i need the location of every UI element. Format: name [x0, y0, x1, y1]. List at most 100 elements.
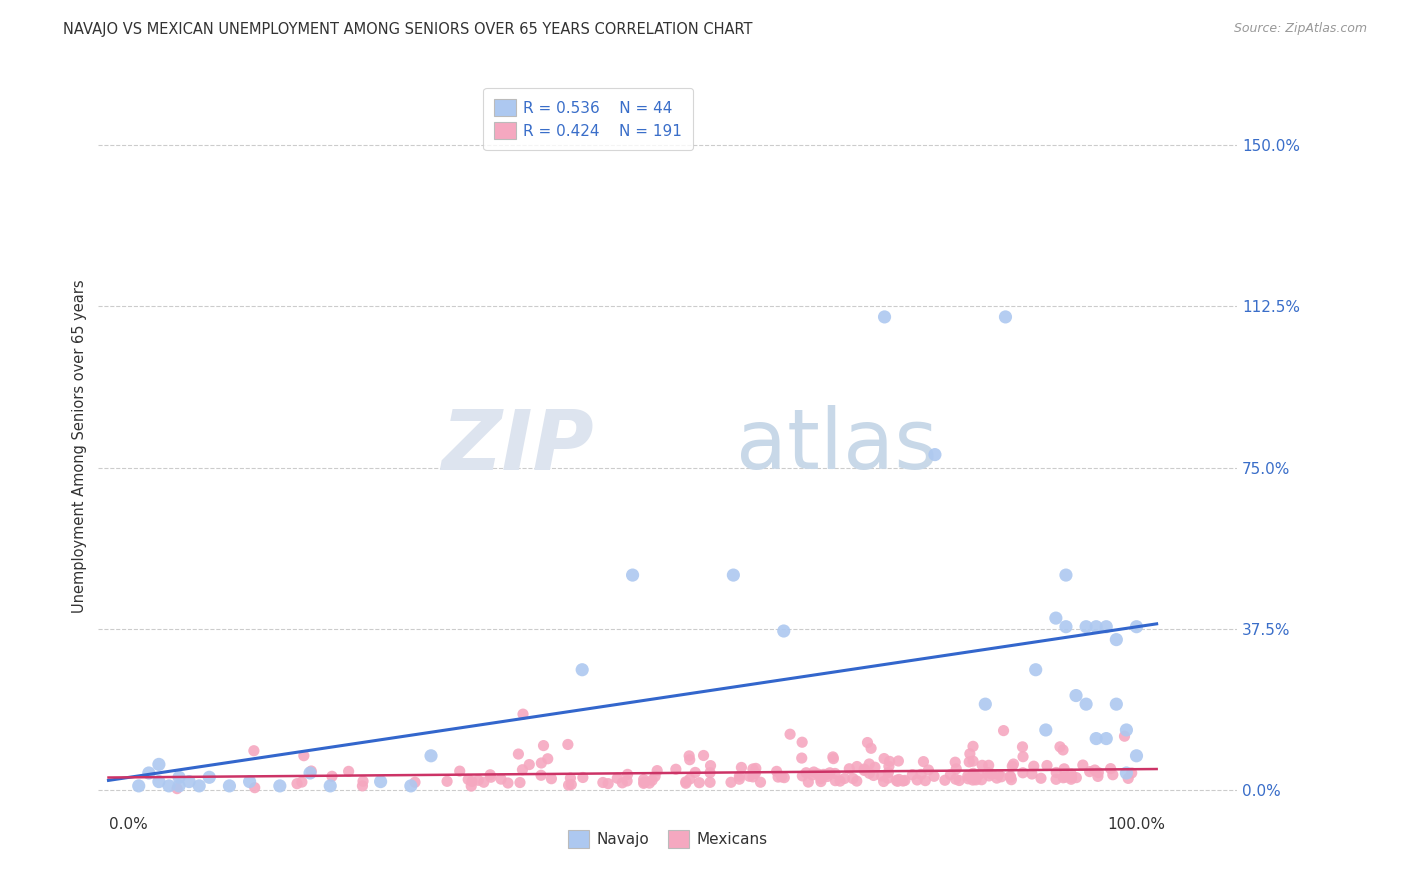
Point — [243, 780, 266, 795]
Point — [877, 759, 900, 773]
Point — [962, 754, 984, 768]
Point — [292, 748, 315, 763]
Point — [770, 770, 793, 784]
Point — [679, 772, 702, 786]
Point — [370, 774, 392, 789]
Point — [792, 769, 814, 783]
Point — [1001, 759, 1024, 773]
Point — [862, 768, 884, 782]
Point — [957, 772, 980, 786]
Point — [967, 767, 990, 781]
Point — [1105, 632, 1128, 647]
Point — [148, 774, 170, 789]
Point — [557, 778, 579, 792]
Point — [924, 448, 946, 462]
Point — [945, 772, 967, 787]
Point — [1105, 697, 1128, 711]
Point — [461, 774, 484, 789]
Point — [845, 774, 868, 789]
Point — [886, 774, 908, 789]
Point — [436, 774, 458, 789]
Point — [517, 757, 540, 772]
Point — [479, 770, 502, 784]
Point — [644, 769, 666, 783]
Point — [773, 771, 796, 785]
Point — [1036, 758, 1059, 772]
Point — [1053, 762, 1076, 776]
Point — [1060, 767, 1083, 781]
Point — [699, 758, 721, 772]
Point — [858, 756, 880, 771]
Point — [540, 772, 562, 786]
Point — [917, 763, 939, 777]
Point — [876, 771, 898, 785]
Point — [863, 760, 886, 774]
Point — [945, 762, 967, 776]
Point — [914, 773, 936, 788]
Point — [269, 779, 291, 793]
Point — [1049, 739, 1071, 754]
Point — [720, 775, 742, 789]
Point — [974, 697, 997, 711]
Point — [993, 723, 1015, 738]
Point — [633, 775, 655, 789]
Point — [887, 772, 910, 787]
Point — [905, 772, 928, 787]
Point — [1121, 766, 1143, 780]
Point — [1071, 758, 1094, 772]
Point — [179, 774, 201, 789]
Point — [810, 772, 832, 786]
Point — [1084, 763, 1107, 777]
Point — [1099, 762, 1122, 776]
Point — [319, 779, 342, 793]
Point — [1054, 770, 1077, 784]
Point — [1045, 765, 1067, 780]
Point — [291, 775, 314, 789]
Point — [641, 773, 664, 788]
Point — [467, 773, 489, 788]
Point — [790, 751, 813, 765]
Point — [1064, 689, 1087, 703]
Point — [1011, 739, 1033, 754]
Point — [828, 774, 851, 789]
Point — [460, 779, 482, 793]
Point — [990, 770, 1012, 784]
Point — [537, 752, 560, 766]
Point — [1054, 568, 1077, 582]
Point — [1002, 757, 1025, 772]
Point — [138, 766, 160, 780]
Point — [962, 772, 984, 787]
Point — [818, 765, 841, 780]
Point — [815, 767, 838, 781]
Point — [980, 767, 1002, 781]
Point — [1101, 768, 1123, 782]
Point — [530, 756, 553, 770]
Point — [853, 764, 876, 778]
Point — [910, 767, 932, 781]
Point — [1078, 764, 1101, 779]
Point — [645, 764, 668, 778]
Point — [1052, 771, 1074, 785]
Point — [1095, 620, 1118, 634]
Point — [879, 755, 901, 769]
Point — [891, 774, 914, 789]
Point — [1060, 772, 1083, 787]
Point — [1116, 772, 1139, 786]
Point — [508, 747, 530, 761]
Point — [834, 772, 856, 786]
Point — [744, 766, 766, 780]
Point — [728, 769, 751, 783]
Point — [1054, 620, 1077, 634]
Point — [352, 774, 374, 789]
Point — [157, 779, 180, 793]
Point — [877, 765, 900, 780]
Point — [922, 769, 945, 783]
Point — [972, 758, 994, 772]
Point — [824, 773, 846, 788]
Point — [337, 764, 360, 779]
Point — [621, 568, 644, 582]
Point — [887, 754, 910, 768]
Text: NAVAJO VS MEXICAN UNEMPLOYMENT AMONG SENIORS OVER 65 YEARS CORRELATION CHART: NAVAJO VS MEXICAN UNEMPLOYMENT AMONG SEN… — [63, 22, 752, 37]
Point — [449, 764, 471, 779]
Point — [901, 768, 924, 782]
